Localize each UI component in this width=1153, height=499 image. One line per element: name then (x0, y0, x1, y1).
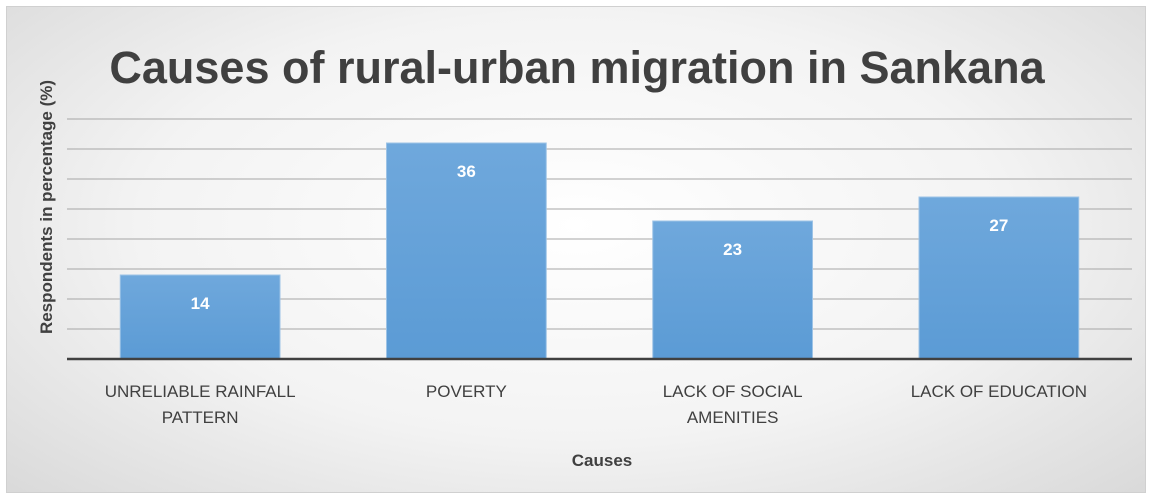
data-label: 36 (457, 162, 476, 181)
chart-area: 14 36 23 27 UNRELIABLE RAINFALL PATTERN POVER… (6, 6, 1146, 493)
category-label: POVERTY (426, 382, 507, 401)
bar[interactable] (652, 220, 813, 360)
bar[interactable] (386, 142, 547, 360)
data-label: 27 (989, 216, 1008, 235)
x-axis-title: Causes (572, 451, 632, 470)
y-axis-title: Respondents in percentage (%) (37, 80, 56, 334)
bar[interactable] (119, 274, 281, 360)
bar[interactable] (918, 196, 1080, 360)
data-label: 14 (191, 294, 210, 313)
category-label: LACK OF EDUCATION (911, 382, 1087, 401)
chart-svg: 14 36 23 27 UNRELIABLE RAINFALL PATTERN POVER… (37, 42, 1132, 470)
category-label: PATTERN (162, 408, 239, 427)
category-label: LACK OF SOCIAL (663, 382, 803, 401)
data-label: 23 (723, 240, 742, 259)
category-labels: UNRELIABLE RAINFALL PATTERN POVERTY LACK OF… (105, 382, 1087, 427)
data-labels: 14 36 23 27 (191, 162, 1009, 313)
category-label: AMENITIES (687, 408, 779, 427)
bars (119, 142, 1080, 360)
chart-title: Causes of rural-urban migration in Sanka… (109, 42, 1045, 93)
category-label: UNRELIABLE RAINFALL (105, 382, 296, 401)
